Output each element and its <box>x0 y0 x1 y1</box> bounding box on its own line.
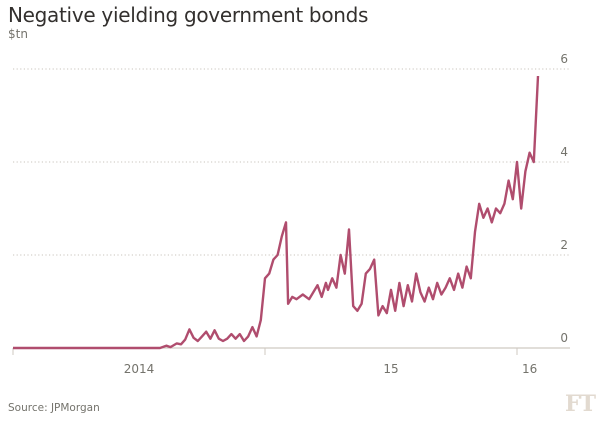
y-tick-label: 0 <box>560 331 568 345</box>
y-tick-label: 2 <box>560 238 568 252</box>
gridlines <box>13 68 570 256</box>
series-line <box>13 75 540 350</box>
y-tick-labels: 0 2 4 6 <box>560 52 568 345</box>
y-tick-label: 4 <box>560 145 568 159</box>
source-note: Source: JPMorgan <box>8 402 100 414</box>
y-axis-unit: $tn <box>8 27 28 41</box>
ft-logo: FT <box>565 391 596 417</box>
x-tick-labels: 2014 15 16 <box>124 362 538 376</box>
chart-title: Negative yielding government bonds <box>8 3 369 27</box>
y-tick-label: 6 <box>560 52 568 66</box>
x-tick-label: 2014 <box>124 362 155 376</box>
x-tick-label: 15 <box>383 362 398 376</box>
x-tick-label: 16 <box>522 362 537 376</box>
